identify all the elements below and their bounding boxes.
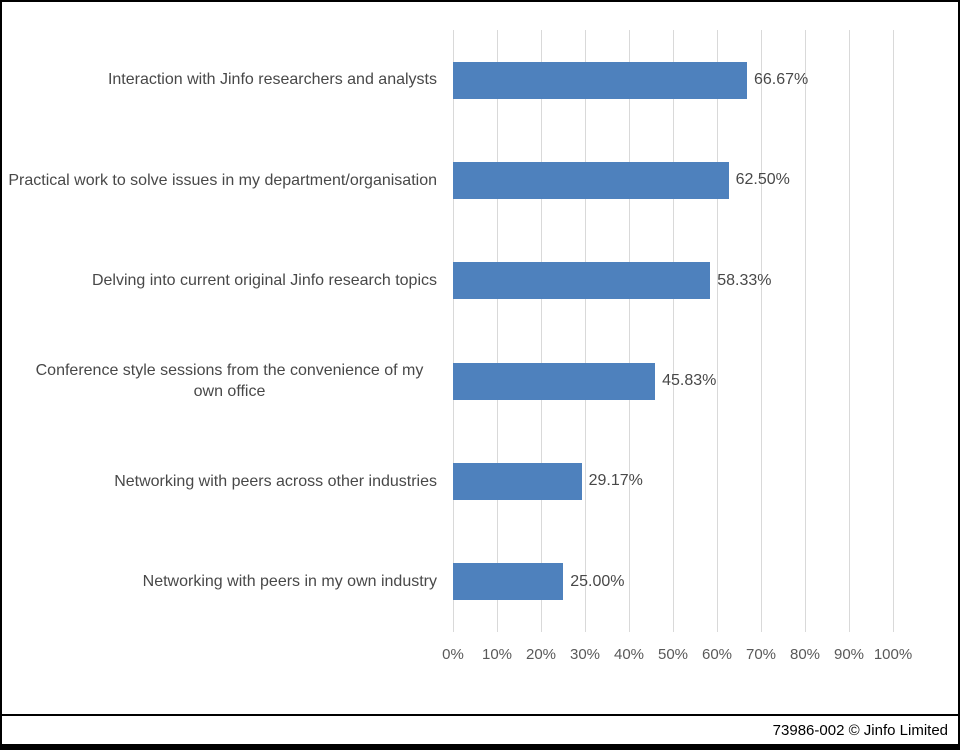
category-label: Networking with peers across other indus… [114,472,437,490]
category-label-cell: Delving into current original Jinfo rese… [2,270,437,292]
data-label: 58.33% [717,271,772,289]
data-label: 45.83% [662,372,717,390]
gridlines [453,30,895,632]
footer-divider [2,714,958,716]
bar [453,362,656,400]
bar-chart: Interaction with Jinfo researchers and a… [2,30,954,632]
chart-row: Practical work to solve issues in my dep… [2,130,954,230]
category-label: Practical work to solve issues in my dep… [8,171,437,189]
x-tick-label: 70% [745,646,777,663]
data-label: 25.00% [570,572,625,590]
chart-row: Interaction with Jinfo researchers and a… [2,30,954,130]
bar-cell: 29.17% [453,462,894,500]
x-tick-label: 30% [569,646,601,663]
bar-cell: 58.33% [453,262,894,300]
category-label-cell: Practical work to solve issues in my dep… [2,170,437,192]
bar-cell: 66.67% [453,61,894,99]
chart-row: Networking with peers in my own industry… [2,532,954,632]
footer-attribution: 73986-002 © Jinfo Limited [772,722,948,739]
x-tick-label: 0% [442,646,464,663]
x-tick-label: 80% [789,646,821,663]
bar-cell: 25.00% [453,563,894,601]
category-label-cell: Conference style sessions from the conve… [2,360,437,403]
bar-cell: 62.50% [453,161,894,199]
data-label: 66.67% [754,71,809,89]
bar-cell: 45.83% [453,362,894,400]
data-label: 62.50% [735,171,790,189]
bar [453,161,729,199]
category-label: Delving into current original Jinfo rese… [91,272,437,290]
x-tick-label: 60% [701,646,733,663]
category-label: Conference style sessions from the conve… [35,361,424,401]
category-label-cell: Networking with peers in my own industry [2,571,437,593]
bar [453,262,711,300]
x-tick-label: 10% [481,646,513,663]
x-tick-label: 20% [525,646,557,663]
chart-row: Conference style sessions from the conve… [2,331,954,431]
bar [453,462,582,500]
category-label-cell: Networking with peers across other indus… [2,471,437,493]
category-label-cell: Interaction with Jinfo researchers and a… [2,69,437,91]
x-axis: 0% 10% 20% 30% 40% 50% 60% 70% 80% 90% 1… [431,646,915,663]
x-tick-label: 100% [873,646,913,663]
x-tick-label: 90% [833,646,865,663]
category-label: Interaction with Jinfo researchers and a… [107,71,437,89]
bar [453,563,564,601]
footer-bottom-bar [2,744,958,748]
bar [453,61,747,99]
x-tick-label: 40% [613,646,645,663]
data-label: 29.17% [588,472,643,490]
chart-row: Networking with peers across other indus… [2,431,954,531]
category-label: Networking with peers in my own industry [142,573,437,590]
x-tick-label: 50% [657,646,689,663]
chart-row: Delving into current original Jinfo rese… [2,231,954,331]
